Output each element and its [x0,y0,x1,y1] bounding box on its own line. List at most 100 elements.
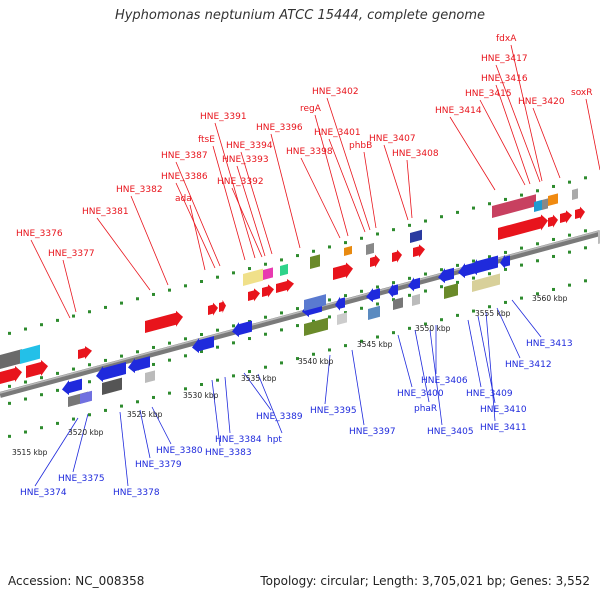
forward-gene-arrow [413,244,425,258]
tick-dot [120,404,123,408]
tick-dot [168,358,171,362]
gene-block [368,305,380,320]
gene-label-forward: HNE_3382 [116,185,163,195]
gene-label-forward: HNE_3393 [222,155,269,165]
tick-dot [440,268,443,272]
leader-line [240,151,273,255]
tick-dot [488,255,491,259]
tick-dot [520,193,523,197]
tick-dot [312,352,315,356]
forward-gene-arrow [392,249,402,263]
tick-dot [472,309,475,313]
tick-dot [280,361,283,365]
forward-gene-arrow [276,279,294,293]
tick-dot [360,289,363,293]
reverse-gene-arrow [128,356,150,374]
tick-dot [376,335,379,339]
gene-label-reverse: HNE_3405 [427,427,474,437]
tick-dot [536,292,539,296]
reverse-gene-arrow [96,361,126,383]
genome-backbone-highlight [0,230,600,394]
gene-label-reverse: HNE_3406 [421,376,468,386]
reverse-gene-arrow [388,283,398,298]
leader-line [406,159,413,219]
leader-line [243,372,272,411]
genome-backbone [0,230,600,398]
leader-line [211,379,221,447]
forward-gene-arrow [262,284,274,298]
leader-line [151,406,172,445]
leader-line [96,217,151,291]
tick-dot [104,408,107,412]
gene-block [410,229,422,243]
tick-dot [520,263,523,267]
tick-dot [232,374,235,378]
tick-dot [248,267,251,271]
tick-dot [456,313,459,317]
tick-dot [168,288,171,292]
gene-block [412,293,420,306]
gene-label-reverse: HNE_3374 [20,488,67,498]
tick-dot [72,314,75,318]
gene-label-forward: HNE_3394 [226,141,273,151]
gene-block [492,194,536,219]
tick-dot [312,319,315,323]
forward-gene-arrow [498,214,548,240]
tick-dot [296,254,299,258]
tick-dot [472,206,475,210]
forward-gene-arrow [0,365,22,384]
forward-gene-arrow [248,288,260,302]
forward-gene-arrow [575,206,585,220]
forward-gene-arrow [145,310,183,333]
gene-block [444,283,458,299]
tick-dot [56,421,59,425]
tick-dot [552,287,555,291]
forward-gene-arrow [78,346,92,360]
gene-block [145,370,155,383]
gene-label-forward: ada [175,194,192,204]
tick-dot [40,376,43,380]
gene-block [472,273,500,293]
reverse-gene-arrow [335,296,345,311]
tick-dots [8,176,587,438]
leader-line [351,349,365,426]
tick-dot [376,285,379,289]
tick-dot [24,397,27,401]
tick-dot [200,350,203,353]
gene-block [304,294,326,312]
reverse-gene-arrow [366,288,380,303]
gene-label-forward: HNE_3402 [312,87,359,97]
gene-label-forward: HNE_3420 [518,97,565,107]
tick-dot [584,279,587,283]
leader-line [224,376,231,434]
leader-line [479,99,526,186]
reverse-gene-arrow [192,336,214,354]
accession-text: Accession: NC_008358 [8,574,145,588]
gene-block [542,198,548,210]
tick-dot [104,358,107,362]
tick-dot [216,328,219,332]
gene-label-forward: HNE_3398 [286,147,333,157]
tick-dot [200,333,203,336]
gene-label-reverse: HNE_3411 [480,423,527,433]
tick-dot [328,245,331,249]
tick-dot [88,380,91,384]
tick-dot [392,228,395,232]
tick-dot [520,246,523,250]
gene-label-forward: HNE_3417 [481,54,528,64]
tick-dot [344,344,347,348]
tick-dot [344,311,347,315]
gene-label-reverse: HNE_3383 [205,448,252,458]
tick-dot [552,254,555,258]
forward-gene-arrow [560,210,572,224]
leader-line [300,157,341,239]
gene-block [337,312,347,326]
tick-dot [232,271,235,275]
tick-dot [440,285,443,289]
gene-label-forward: HNE_3407 [369,134,416,144]
tick-dot [344,241,347,245]
forward-gene-arrow [208,302,218,316]
tick-dot [8,384,11,388]
tick-dot [152,292,155,296]
